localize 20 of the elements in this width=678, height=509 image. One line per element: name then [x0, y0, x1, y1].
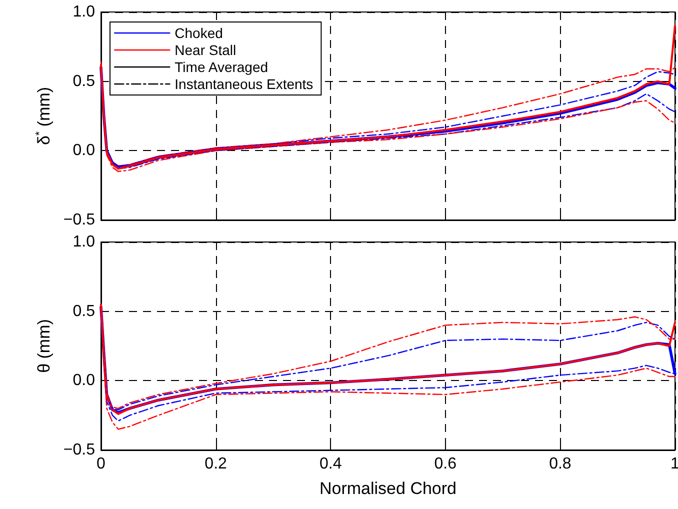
y-tick-label: 1.0: [72, 234, 96, 250]
y-tick-label: −0.5: [63, 442, 96, 458]
legend-label: Near Stall: [174, 42, 236, 58]
x-tick-label: 0.6: [434, 456, 457, 472]
y-tick-label: 0.5: [72, 302, 96, 320]
y-tick-label: 1.0: [72, 4, 96, 20]
x-tick-label: 0: [96, 456, 106, 472]
x-axis-title: Normalised Chord: [320, 479, 456, 498]
x-tick-label: 0.8: [549, 456, 572, 472]
legend-label: Time Averaged: [174, 59, 268, 75]
y-tick-label: 0.0: [72, 372, 96, 390]
y-tick-label: −0.5: [63, 212, 96, 228]
y-tick-label: 0.5: [72, 72, 96, 90]
x-tick-label: 0.4: [319, 456, 342, 472]
y-axis-title: δ* (mm): [34, 86, 54, 146]
x-tick-label: 0.2: [204, 456, 228, 472]
y-tick-label: 0.0: [72, 142, 96, 160]
legend-label: Choked: [174, 25, 223, 41]
legend-label: Instantaneous Extents: [174, 76, 314, 92]
y-axis-title: θ (mm): [34, 319, 54, 373]
